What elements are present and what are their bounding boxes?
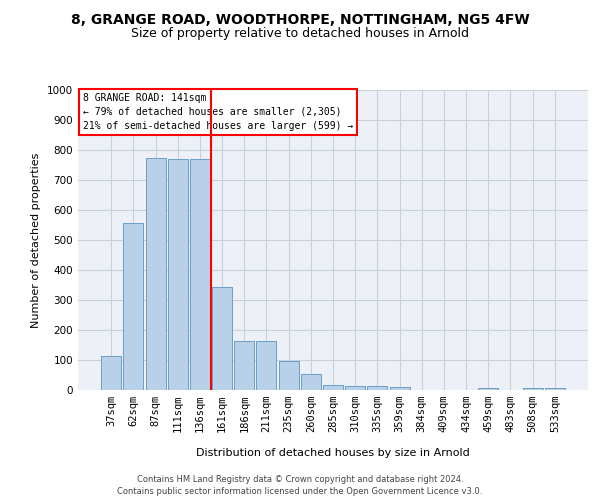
- Text: Size of property relative to detached houses in Arnold: Size of property relative to detached ho…: [131, 28, 469, 40]
- Bar: [101, 356, 121, 390]
- Bar: [234, 341, 254, 390]
- Text: 8, GRANGE ROAD, WOODTHORPE, NOTTINGHAM, NG5 4FW: 8, GRANGE ROAD, WOODTHORPE, NOTTINGHAM, …: [71, 12, 529, 26]
- Y-axis label: Number of detached properties: Number of detached properties: [31, 152, 41, 328]
- Bar: [190, 159, 210, 390]
- Bar: [256, 341, 277, 390]
- Bar: [301, 374, 321, 390]
- Text: Distribution of detached houses by size in Arnold: Distribution of detached houses by size …: [196, 448, 470, 458]
- Text: 8 GRANGE ROAD: 141sqm
← 79% of detached houses are smaller (2,305)
21% of semi-d: 8 GRANGE ROAD: 141sqm ← 79% of detached …: [83, 93, 353, 131]
- Bar: [146, 158, 166, 390]
- Bar: [345, 386, 365, 390]
- Bar: [545, 388, 565, 390]
- Bar: [212, 287, 232, 390]
- Bar: [278, 361, 299, 390]
- Bar: [478, 388, 498, 390]
- Bar: [168, 159, 188, 390]
- Text: Contains HM Land Registry data © Crown copyright and database right 2024.: Contains HM Land Registry data © Crown c…: [137, 474, 463, 484]
- Text: Contains public sector information licensed under the Open Government Licence v3: Contains public sector information licen…: [118, 486, 482, 496]
- Bar: [367, 386, 388, 390]
- Bar: [523, 388, 542, 390]
- Bar: [389, 387, 410, 390]
- Bar: [323, 384, 343, 390]
- Bar: [124, 223, 143, 390]
